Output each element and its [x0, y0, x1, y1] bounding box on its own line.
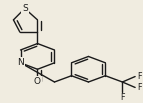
Text: N: N [17, 58, 24, 67]
Text: S: S [22, 4, 28, 13]
Text: O: O [34, 77, 41, 86]
Text: F: F [138, 72, 142, 81]
Text: F: F [120, 93, 125, 102]
Text: F: F [138, 83, 142, 92]
